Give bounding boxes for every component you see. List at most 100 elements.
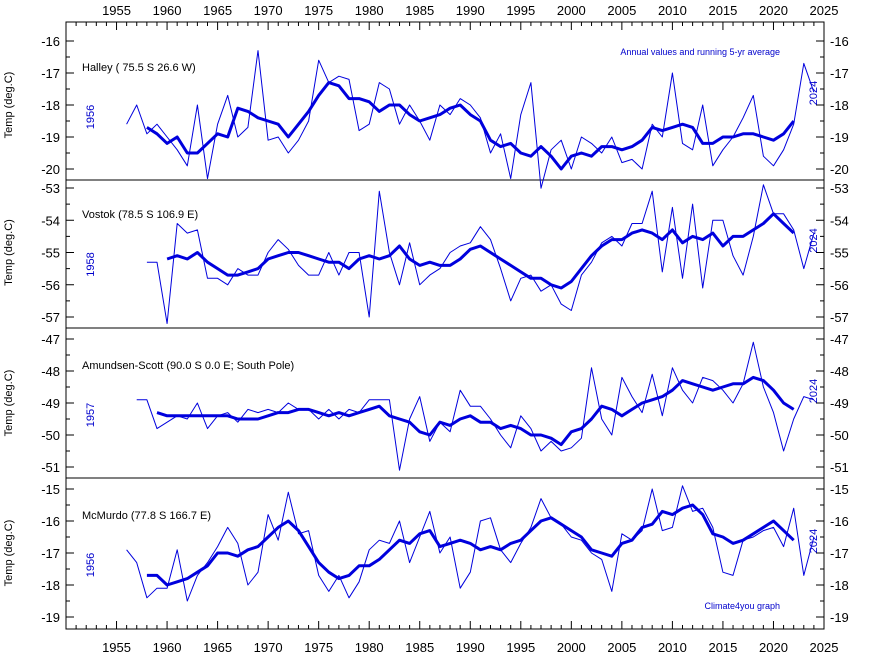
- x-tick-label-top: 1975: [304, 3, 333, 18]
- station-label: Halley ( 75.5 S 26.6 W): [82, 62, 196, 74]
- y-tick-label-right: -17: [830, 546, 849, 561]
- y-tick-label-left: -15: [41, 482, 60, 497]
- x-tick-label-top: 2000: [557, 3, 586, 18]
- station-label: Amundsen-Scott (90.0 S 0.0 E; South Pole…: [82, 360, 294, 372]
- start-year-label: 1958: [85, 252, 97, 276]
- x-tick-label-bottom: 2005: [607, 640, 636, 655]
- running-average-line: [146, 81, 795, 171]
- x-tick-label-bottom: 2015: [708, 640, 737, 655]
- y-tick-label-right: -53: [830, 181, 849, 196]
- y-tick-label-right: -47: [830, 332, 849, 347]
- x-tick-label-bottom: 1985: [405, 640, 434, 655]
- y-tick-label-right: -20: [830, 162, 849, 177]
- end-year-label: 2024: [808, 228, 820, 252]
- x-tick-label-top: 1985: [405, 3, 434, 18]
- running-average-line: [146, 503, 795, 587]
- y-tick-label-left: -16: [41, 34, 60, 49]
- y-tick-label-left: -47: [41, 332, 60, 347]
- y-tick-label-right: -18: [830, 578, 849, 593]
- y-tick-label-right: -57: [830, 310, 849, 325]
- x-tick-label-bottom: 2025: [810, 640, 839, 655]
- end-year-label: 2024: [808, 81, 820, 105]
- x-tick-label-top: 2010: [658, 3, 687, 18]
- y-axis-title: Temp (deg.C): [3, 72, 15, 139]
- y-tick-label-left: -16: [41, 514, 60, 529]
- x-axis-bottom: 1955 1960 1965 1970 1975 1980 1985 1990 1995 2000…: [65, 621, 839, 655]
- y-tick-label-left: -57: [41, 310, 60, 325]
- end-year-label: 2024: [808, 529, 820, 553]
- panel-4: -15 -15 -16 -16 -17 -17 -18 -18 -19 -19 Temp (deg.…: [3, 482, 849, 625]
- y-tick-label-right: -51: [830, 460, 849, 475]
- x-tick-label-bottom: 1965: [203, 640, 232, 655]
- y-tick-label-right: -56: [830, 278, 849, 293]
- panel-2: -53 -53 -54 -54 -55 -55 -56 -56 -57 -57 Temp (deg.…: [3, 181, 849, 325]
- start-year-label: 1957: [85, 403, 97, 427]
- y-tick-label-left: -17: [41, 66, 60, 81]
- y-tick-label-left: -20: [41, 162, 60, 177]
- annual-values-line: [136, 341, 815, 471]
- x-tick-label-top: 1980: [355, 3, 384, 18]
- x-tick-label-top: 1955: [102, 3, 131, 18]
- y-tick-label-left: -49: [41, 396, 60, 411]
- y-tick-label-left: -50: [41, 428, 60, 443]
- y-tick-label-left: -56: [41, 278, 60, 293]
- y-tick-label-right: -48: [830, 364, 849, 379]
- plot-frame: [65, 21, 825, 630]
- y-tick-label-right: -49: [830, 396, 849, 411]
- y-tick-label-left: -55: [41, 246, 60, 261]
- y-tick-label-left: -54: [41, 213, 60, 228]
- x-axis-top: 1955 1960 1965 1970 1975 1980 1985 1990 1995 2000…: [65, 3, 839, 30]
- x-tick-label-top: 1990: [456, 3, 485, 18]
- running-average-line: [156, 375, 795, 447]
- panels: -16 -16 -17 -17 -18 -18 -19 -19 -20 -20 Temp (deg.…: [3, 34, 849, 625]
- y-tick-label-left: -53: [41, 181, 60, 196]
- x-tick-label-top: 2020: [759, 3, 788, 18]
- plot-border: [65, 21, 825, 630]
- x-tick-label-top: 1960: [153, 3, 182, 18]
- y-tick-label-left: -19: [41, 130, 60, 145]
- x-tick-label-top: 2025: [810, 3, 839, 18]
- station-label: McMurdo (77.8 S 166.7 E): [82, 510, 211, 522]
- y-tick-label-right: -50: [830, 428, 849, 443]
- chart-note: Annual values and running 5-yr average: [620, 47, 780, 57]
- x-tick-label-bottom: 1995: [506, 640, 535, 655]
- annual-values-line: [126, 485, 815, 602]
- x-tick-label-bottom: 1980: [355, 640, 384, 655]
- y-tick-label-right: -54: [830, 213, 849, 228]
- y-axis-title: Temp (deg.C): [3, 219, 15, 286]
- y-tick-label-right: -15: [830, 482, 849, 497]
- x-tick-label-top: 2005: [607, 3, 636, 18]
- x-tick-label-bottom: 1960: [153, 640, 182, 655]
- y-tick-label-right: -19: [830, 130, 849, 145]
- y-tick-label-left: -17: [41, 546, 60, 561]
- y-axis-title: Temp (deg.C): [3, 520, 15, 587]
- y-tick-label-right: -19: [830, 610, 849, 625]
- x-tick-label-bottom: 2010: [658, 640, 687, 655]
- y-axis-title: Temp (deg.C): [3, 370, 15, 437]
- station-label: Vostok (78.5 S 106.9 E): [82, 209, 198, 221]
- chart-credit: Climate4you graph: [704, 601, 780, 611]
- x-tick-label-bottom: 2000: [557, 640, 586, 655]
- end-year-label: 2024: [808, 379, 820, 403]
- annual-values-line: [126, 50, 815, 189]
- y-tick-label-right: -18: [830, 98, 849, 113]
- start-year-label: 1956: [85, 105, 97, 129]
- start-year-label: 1956: [85, 553, 97, 577]
- panel-1: -16 -16 -17 -17 -18 -18 -19 -19 -20 -20 Temp (deg.…: [3, 34, 849, 189]
- y-tick-label-left: -51: [41, 460, 60, 475]
- x-tick-label-top: 1965: [203, 3, 232, 18]
- annual-values-line: [146, 184, 815, 324]
- y-tick-label-left: -48: [41, 364, 60, 379]
- x-tick-label-bottom: 2020: [759, 640, 788, 655]
- running-average-line: [166, 212, 795, 290]
- x-tick-label-bottom: 1955: [102, 640, 131, 655]
- y-tick-label-right: -17: [830, 66, 849, 81]
- y-tick-label-left: -18: [41, 578, 60, 593]
- x-tick-label-top: 1970: [254, 3, 283, 18]
- x-tick-label-bottom: 1990: [456, 640, 485, 655]
- x-tick-label-top: 2015: [708, 3, 737, 18]
- y-tick-label-right: -16: [830, 514, 849, 529]
- y-tick-label-left: -18: [41, 98, 60, 113]
- y-tick-label-right: -16: [830, 34, 849, 49]
